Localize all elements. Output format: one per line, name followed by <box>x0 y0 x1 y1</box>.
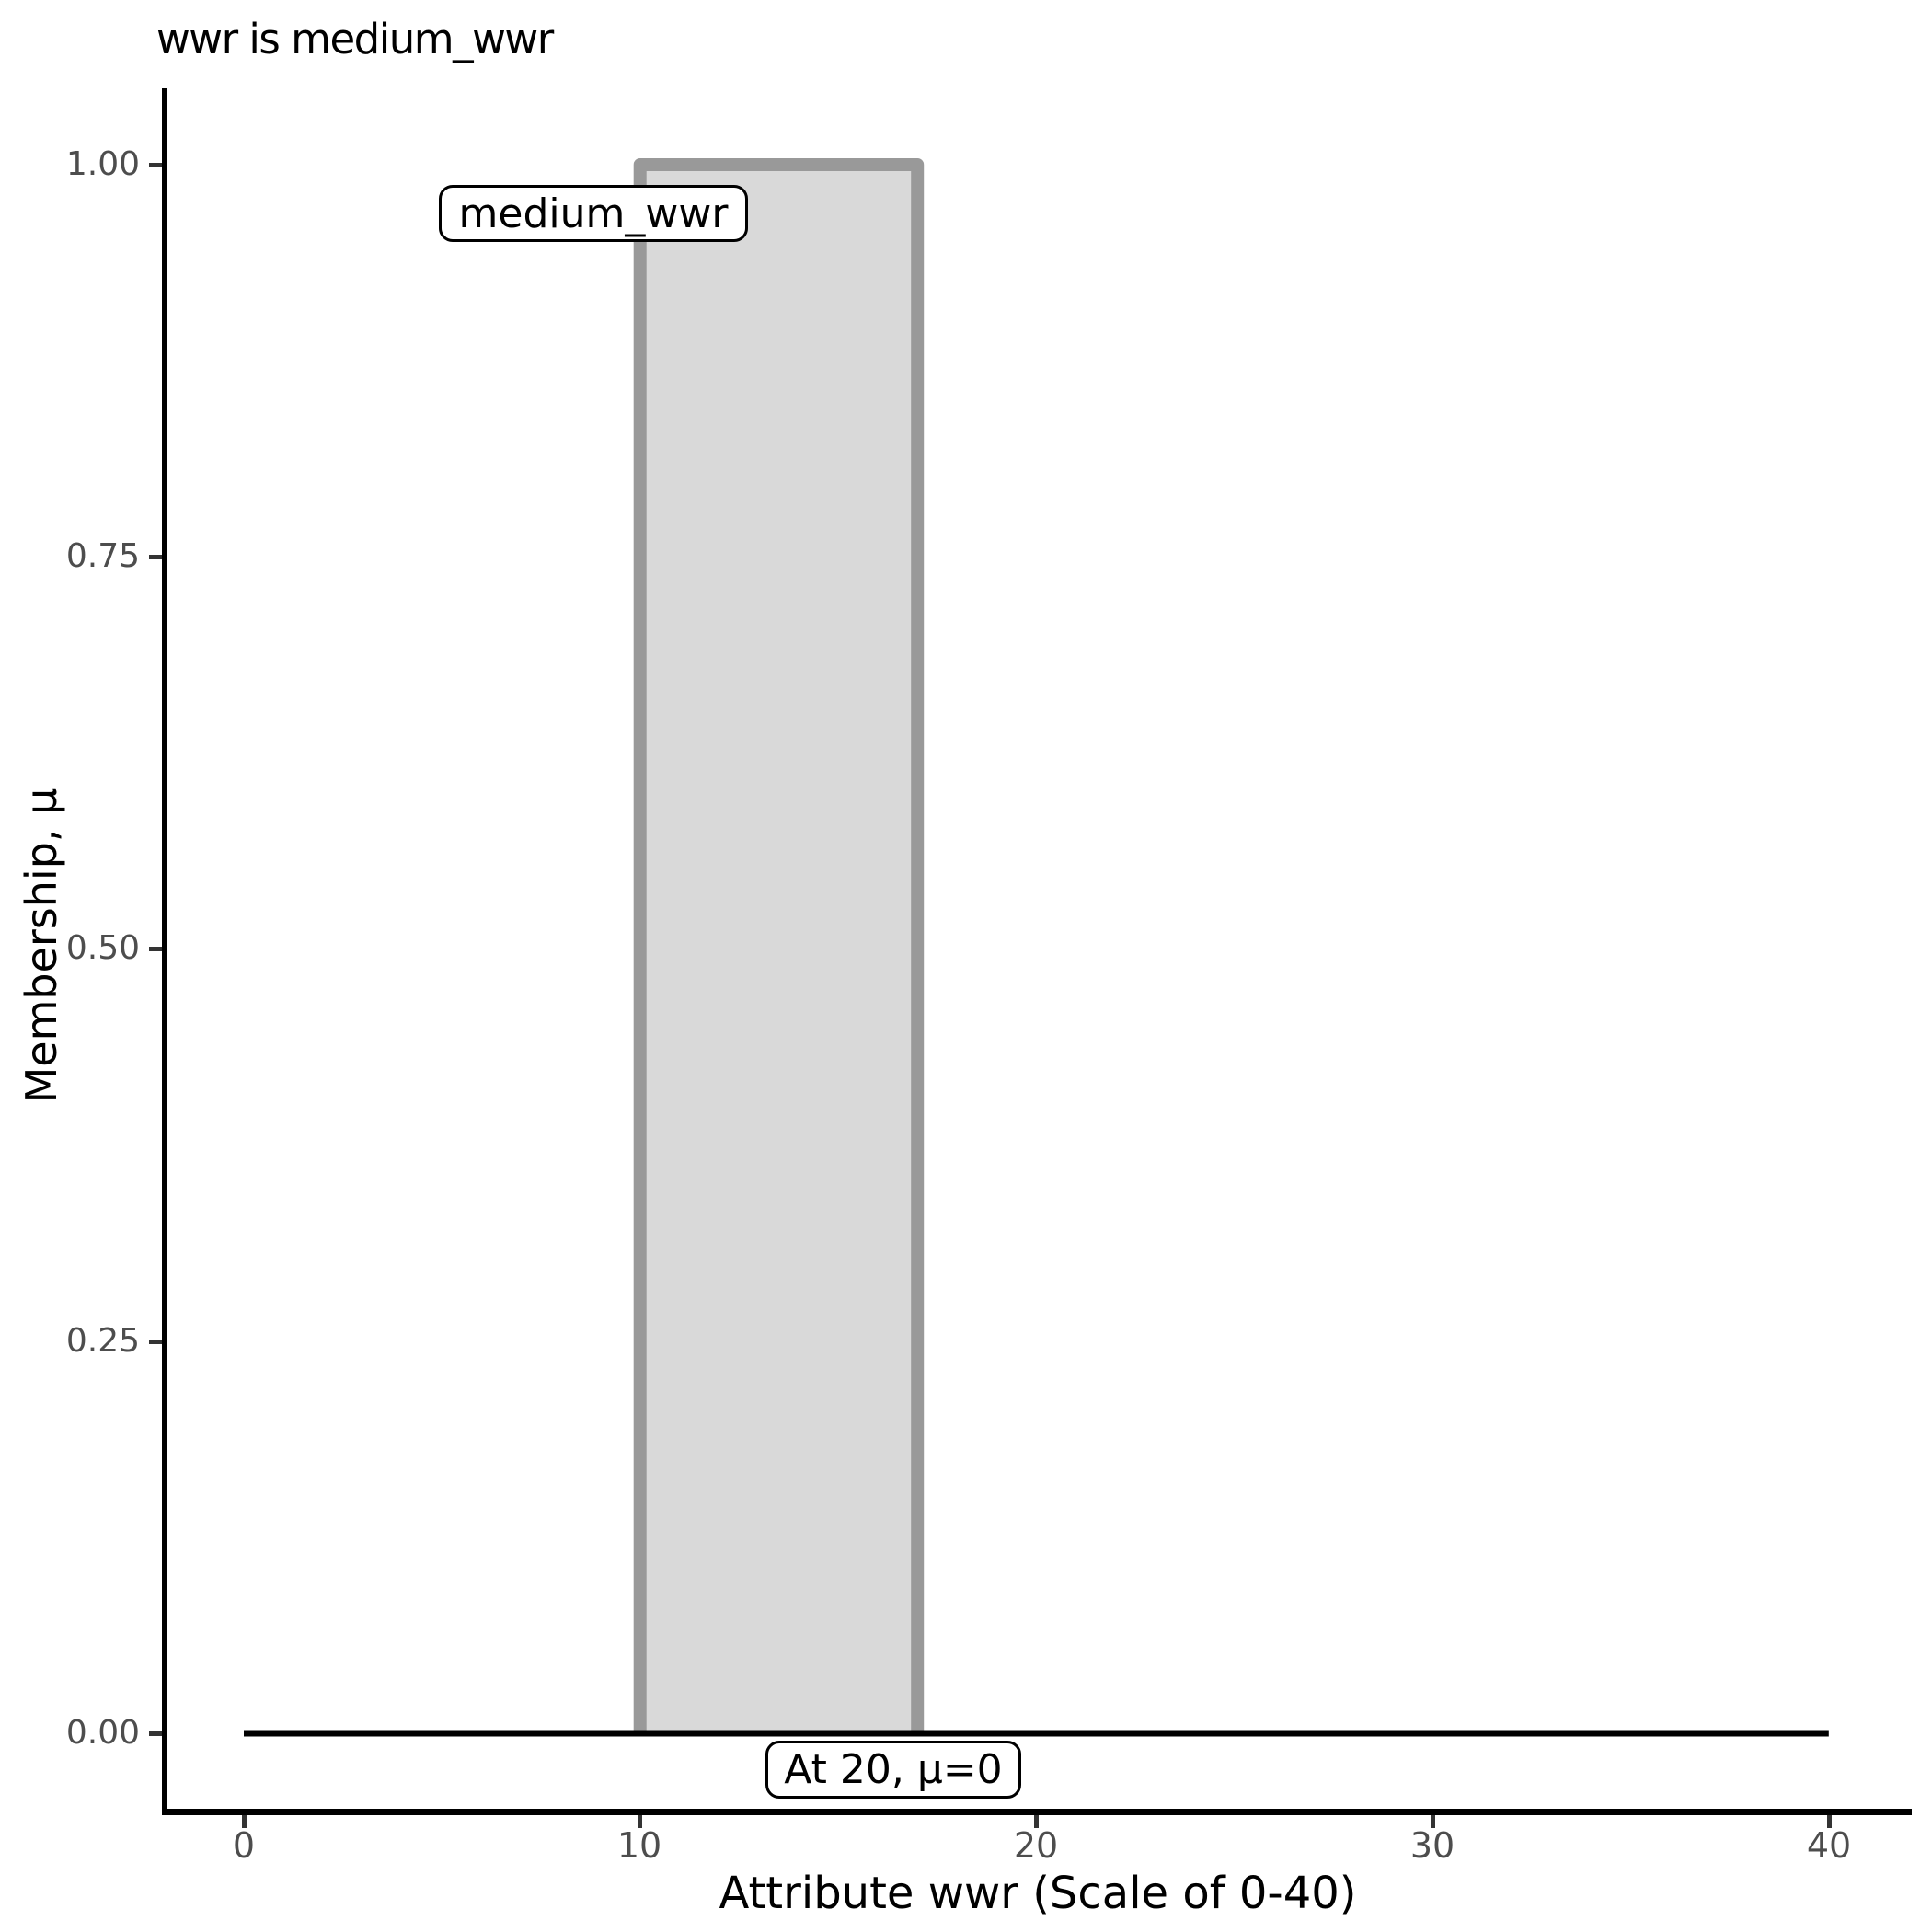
x-tick-20 <box>1034 1815 1039 1828</box>
y-axis-title: Membership, μ <box>17 788 66 1104</box>
membership-area <box>639 165 918 1733</box>
y-tick-0.25 <box>149 1340 162 1344</box>
point-value-label: At 20, μ=0 <box>765 1741 1021 1799</box>
y-axis-line <box>162 88 167 1812</box>
y-tick-0.50 <box>149 947 162 951</box>
y-tick-label: 1.00 <box>65 145 140 183</box>
x-tick-label: 30 <box>1409 1825 1455 1866</box>
membership-outline <box>633 158 925 1733</box>
x-tick-label: 10 <box>616 1825 662 1866</box>
y-tick-label: 0.75 <box>65 537 140 575</box>
y-tick-0.75 <box>149 555 162 559</box>
x-tick-label: 40 <box>1806 1825 1852 1866</box>
point-value-label-text: At 20, μ=0 <box>784 1746 1003 1793</box>
x-tick-30 <box>1431 1815 1435 1828</box>
x-tick-label: 20 <box>1013 1825 1059 1866</box>
x-tick-40 <box>1827 1815 1832 1828</box>
set-name-label-text: medium_wwr <box>458 190 729 237</box>
y-tick-1.00 <box>149 163 162 167</box>
y-tick-label: 0.25 <box>65 1322 140 1360</box>
y-tick-label: 0.50 <box>65 929 140 967</box>
set-name-label: medium_wwr <box>439 185 748 242</box>
x-axis-line <box>162 1809 1912 1815</box>
y-tick-label: 0.00 <box>65 1714 140 1752</box>
y-tick-0.00 <box>149 1731 162 1736</box>
x-tick-0 <box>242 1815 247 1828</box>
x-axis-title: Attribute wwr (Scale of 0-40) <box>719 1868 1357 1919</box>
x-tick-label: 0 <box>232 1825 256 1866</box>
plot-title: wwr is medium_wwr <box>156 15 554 63</box>
x-tick-10 <box>638 1815 642 1828</box>
